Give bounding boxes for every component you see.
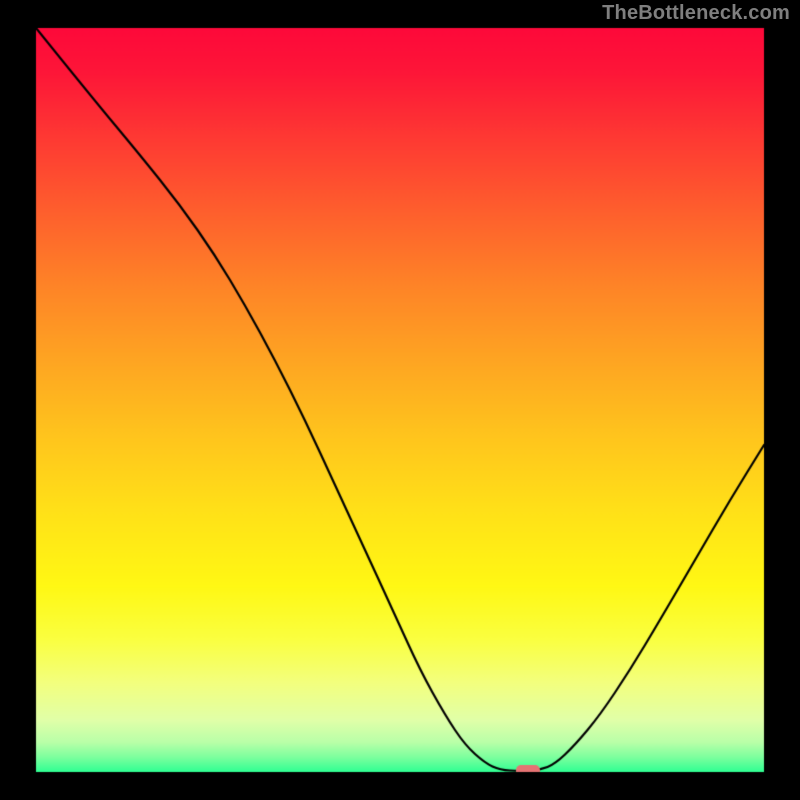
bottleneck-chart-canvas: [0, 0, 800, 800]
chart-container: TheBottleneck.com: [0, 0, 800, 800]
